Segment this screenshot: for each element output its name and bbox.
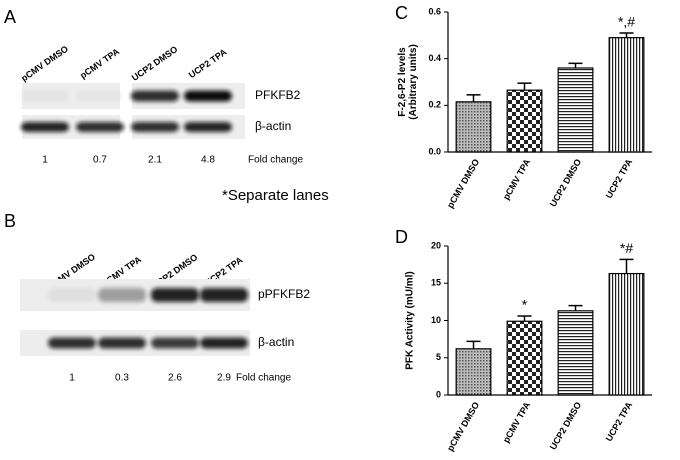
lane-label: UCP2 DMSO <box>130 44 180 83</box>
fold-label: Fold change <box>236 373 291 384</box>
y-tick-label: 20 <box>431 240 441 250</box>
fold-value: 2.1 <box>148 155 162 166</box>
bar <box>557 310 594 396</box>
blot-band <box>184 122 232 132</box>
panel-label: B <box>4 211 16 231</box>
y-tick-label: 5 <box>436 352 441 362</box>
y-tick-label: 0.2 <box>428 100 441 110</box>
fold-value: 1 <box>42 155 48 166</box>
significance-label: *,# <box>618 14 635 30</box>
bar <box>608 37 645 153</box>
blot-band <box>200 337 248 349</box>
x-tick-label: pCMV DMSO <box>445 157 481 210</box>
x-tick-label: pCMV DMSO <box>445 400 481 453</box>
fold-value: 4.8 <box>201 155 215 166</box>
blot-band <box>151 337 199 349</box>
x-tick-label: UCP2 DMSO <box>548 157 583 208</box>
y-tick-label: 15 <box>431 278 441 288</box>
x-tick-label: UCP2 DMSO <box>548 400 583 451</box>
y-tick-label: 0 <box>436 389 441 399</box>
lane-label: UCP2 TPA <box>187 47 229 81</box>
blot-band <box>76 91 124 102</box>
y-axis-title: PFK Activity (mU/ml) <box>405 271 416 370</box>
lane-label: pCMV DMSO <box>19 44 70 84</box>
y-axis-title: F-2,6-P2 levels <box>397 47 408 117</box>
blot-band <box>21 90 69 102</box>
bar <box>608 272 645 396</box>
blot-band <box>21 122 69 132</box>
significance-label: * <box>522 297 528 313</box>
lane-label: pCMV TPA <box>78 46 121 80</box>
fold-value: 0.3 <box>115 373 129 384</box>
blot-band <box>184 90 232 102</box>
fold-value: 1 <box>69 373 75 384</box>
x-tick-label: pCMV TPA <box>501 157 533 202</box>
blot-band <box>76 122 124 132</box>
bar <box>506 89 543 153</box>
blot-band <box>131 90 179 102</box>
fold-value: 0.7 <box>93 155 107 166</box>
blot-band <box>200 288 248 302</box>
blot-band <box>131 122 179 132</box>
blot-band <box>98 337 146 349</box>
y-axis-title: (Arbitrary units) <box>408 44 419 120</box>
x-tick-label: UCP2 TPA <box>604 400 635 443</box>
blot-band <box>98 288 146 302</box>
fold-label: Fold change <box>248 155 303 166</box>
panel-label: C <box>395 3 408 23</box>
panel-label: D <box>395 227 408 247</box>
y-tick-label: 0.4 <box>428 53 441 63</box>
blot-band <box>48 288 96 302</box>
bar <box>506 320 543 396</box>
row-label: β-actin <box>255 119 291 133</box>
x-tick-label: UCP2 TPA <box>604 157 635 200</box>
y-tick-label: 0.0 <box>428 146 441 156</box>
y-tick-label: 0.6 <box>428 6 441 16</box>
y-tick-label: 10 <box>431 315 441 325</box>
row-label: PFKFB2 <box>255 88 301 102</box>
bar <box>455 348 492 396</box>
panel-label: A <box>4 7 16 27</box>
bar <box>455 101 492 153</box>
blot-band <box>48 337 96 349</box>
fold-value: 2.6 <box>168 373 182 384</box>
fold-value: 2.9 <box>217 373 231 384</box>
blot-band <box>151 288 199 302</box>
x-tick-label: pCMV TPA <box>501 400 533 445</box>
row-label: pPFKFB2 <box>258 287 310 301</box>
significance-label: *# <box>620 240 633 256</box>
row-label: β-actin <box>258 335 294 349</box>
note: *Separate lanes <box>222 187 329 204</box>
bar <box>557 67 594 153</box>
